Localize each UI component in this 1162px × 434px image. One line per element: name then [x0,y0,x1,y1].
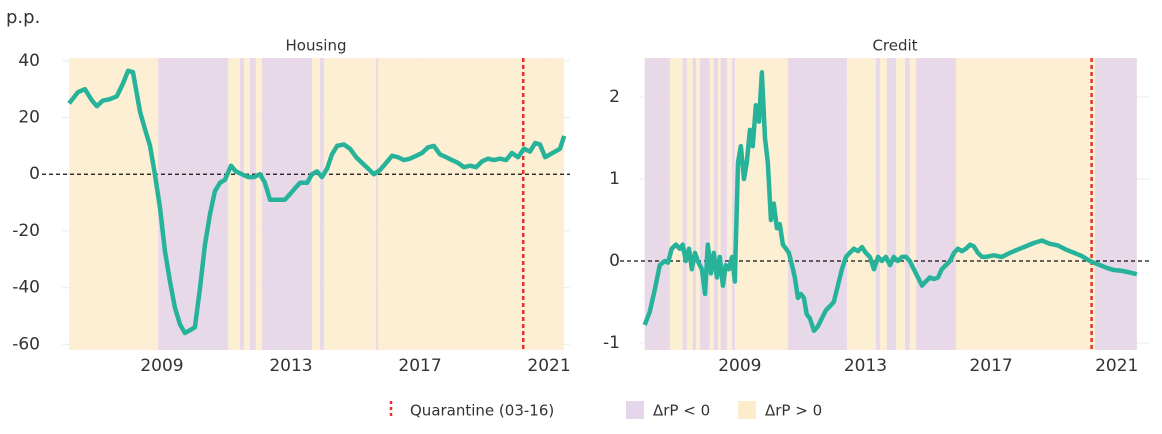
negative-shading [732,58,735,350]
negative-shading [644,58,670,350]
x-tick-label: 2021 [1095,356,1138,376]
data-line [642,70,1138,333]
x-tick-label: 2013 [844,356,887,376]
negative-shading [787,58,847,350]
y-tick-label: -40 [12,278,40,298]
x-tick-label: 2017 [398,356,441,376]
negative-shading [376,58,379,350]
y-unit-label: p.p. [6,7,40,28]
negative-shading [916,58,956,350]
x-tick-label: 2009 [140,356,183,376]
legend-negative-key [626,401,644,419]
legend-positive-key [738,401,756,419]
y-tick-label: -60 [12,334,40,354]
negative-shading [320,58,324,350]
data-line [67,68,567,336]
negative-shading [692,58,696,350]
positive-shading [69,58,565,350]
negative-shading [682,58,687,350]
x-tick-label: 2021 [527,356,570,376]
negative-shading [158,58,229,350]
x-tick-label: 2009 [718,356,761,376]
negative-shading [699,58,710,350]
negative-shading [875,58,880,350]
negative-shading [240,58,244,350]
negative-shading [713,58,718,350]
y-tick-label: -20 [12,221,40,241]
negative-shading [261,58,312,350]
panel-title: Housing [286,37,347,55]
x-tick-label: 2017 [969,356,1012,376]
y-tick-label: -1 [603,333,620,353]
y-tick-label: 2 [609,87,620,107]
y-tick-label: 20 [18,108,40,128]
legend-label: Quarantine (03-16) [410,402,554,420]
y-tick-label: 0 [609,251,620,271]
negative-shading [886,58,896,350]
y-tick-label: 1 [609,169,620,189]
negative-shading [250,58,256,350]
legend-label: ΔrP < 0 [653,402,710,420]
y-tick-label: 40 [18,51,40,71]
negative-shading [720,58,727,350]
y-tick-label: 0 [29,164,40,184]
negative-shading [905,58,910,350]
negative-shading [1095,58,1137,350]
x-tick-label: 2013 [269,356,312,376]
panel-title: Credit [872,37,917,55]
legend-label: ΔrP > 0 [765,402,822,420]
